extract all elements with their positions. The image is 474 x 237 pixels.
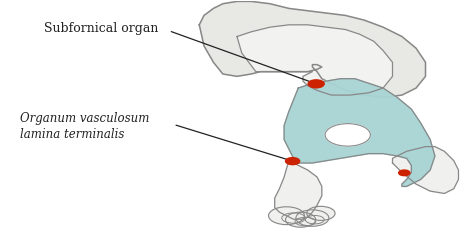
Polygon shape <box>392 147 458 193</box>
Ellipse shape <box>282 213 305 223</box>
Circle shape <box>399 170 410 176</box>
Polygon shape <box>284 79 435 187</box>
Polygon shape <box>237 25 392 95</box>
Circle shape <box>285 158 300 165</box>
Circle shape <box>269 207 304 225</box>
Circle shape <box>296 210 329 226</box>
Circle shape <box>325 124 370 146</box>
Circle shape <box>285 212 316 227</box>
Text: Subfornical organ: Subfornical organ <box>44 22 158 35</box>
Text: lamina terminalis: lamina terminalis <box>20 128 125 141</box>
Circle shape <box>307 206 335 220</box>
Circle shape <box>308 80 324 88</box>
Ellipse shape <box>305 215 324 224</box>
Text: Organum vasculosum: Organum vasculosum <box>20 112 150 125</box>
Polygon shape <box>199 1 426 97</box>
Polygon shape <box>275 161 322 219</box>
Ellipse shape <box>295 217 316 226</box>
